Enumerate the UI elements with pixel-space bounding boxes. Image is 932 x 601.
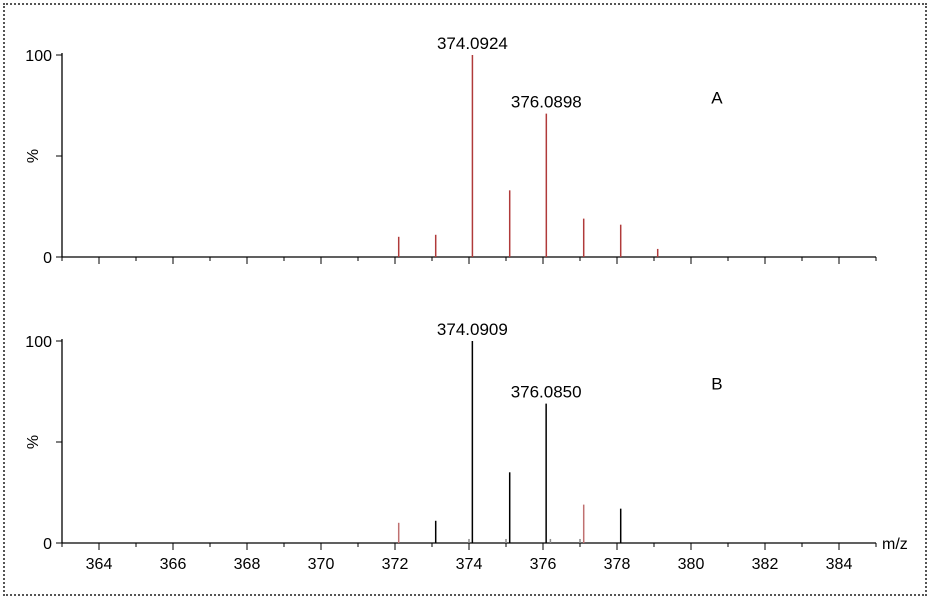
x-tick-label: 374 <box>456 556 483 573</box>
panel-letter: A <box>711 88 723 107</box>
x-tick-label: 372 <box>382 556 409 573</box>
y-tick-label: 100 <box>25 48 52 65</box>
peak-label: 374.0924 <box>437 34 508 53</box>
x-tick-label: 370 <box>308 556 335 573</box>
spectrum-panel-a: 0 100% A 374.0924 376.0898 <box>25 34 877 267</box>
y-tick-label: 100 <box>25 334 52 351</box>
y-tick-label: 0 <box>43 250 52 267</box>
x-tick-label: 384 <box>826 556 853 573</box>
x-tick-label: 382 <box>752 556 779 573</box>
y-tick-label: 0 <box>43 536 52 553</box>
y-axis-label: % <box>25 435 42 449</box>
peak-label: 376.0898 <box>511 93 582 112</box>
panel-letter: B <box>711 374 722 393</box>
peak-label: 374.0909 <box>437 320 508 339</box>
y-axis-label: % <box>25 149 42 163</box>
x-tick-label: 364 <box>86 556 113 573</box>
x-tick-label: 378 <box>604 556 631 573</box>
x-axis-label: m/z <box>882 536 908 553</box>
x-tick-label: 368 <box>234 556 261 573</box>
x-tick-label: 380 <box>678 556 705 573</box>
spectrum-panel-b: 0 100% 364 366 368 370 372 374 376 378 380 382 384 m/… <box>25 320 908 573</box>
peak-label: 376.0850 <box>511 383 582 402</box>
x-tick-label: 376 <box>530 556 557 573</box>
figure-frame <box>3 3 927 596</box>
x-tick-label: 366 <box>160 556 187 573</box>
